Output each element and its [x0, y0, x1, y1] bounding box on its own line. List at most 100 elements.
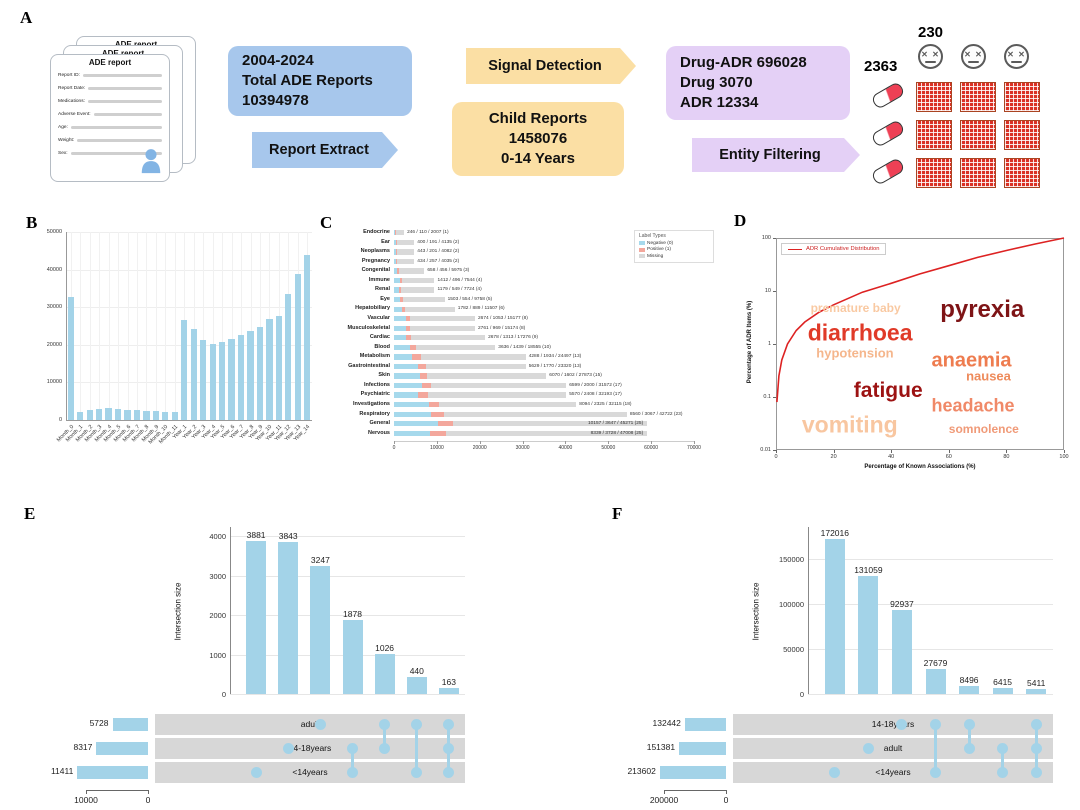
wordcloud-word: vomiting [801, 411, 898, 438]
missing-segment [445, 430, 648, 436]
gridline-v [136, 232, 138, 420]
gridline-v [99, 232, 101, 420]
field-value-line [87, 99, 162, 104]
bar-annotation: 10157 / 3647 / 45271 (25) [587, 421, 644, 426]
y-tick-label: 0 [799, 690, 804, 699]
category-label: Skin [378, 372, 390, 379]
matrix-connector [383, 724, 387, 749]
bar-value-label: 163 [441, 676, 456, 687]
gridline [66, 307, 312, 309]
set-size-bar [112, 718, 148, 731]
entity-filtering-arrow: Entity Filtering [692, 138, 860, 172]
intersection-bar [342, 619, 363, 694]
category-label: Endocrine [363, 229, 390, 235]
pos-segment [420, 373, 427, 379]
bar-value-label: 3247 [310, 554, 330, 565]
y-tick-label: 0.1 [763, 394, 771, 400]
pos-segment [405, 335, 412, 341]
matrix-dot [443, 767, 455, 778]
y-tick-label: 0 [221, 690, 226, 699]
adr-count: 230 [918, 24, 944, 41]
bar-annotation: 2678 / 1313 / 17276 (9) [488, 335, 538, 341]
cumulative-curve [776, 237, 1065, 403]
category-label: Pregnancy [361, 257, 390, 264]
neg-segment [394, 258, 396, 265]
matrix-dot [829, 767, 841, 778]
pos-segment [405, 316, 410, 322]
panel-b-chart: 0 10000 20000 30000 40000 50000 Month_0 Month_1… [30, 222, 320, 482]
category-label: Psychiatric [360, 391, 390, 398]
bar-value-label: 172016 [820, 528, 849, 539]
set-size-label: 8317 [73, 742, 93, 752]
box-line: ADR 12334 [680, 94, 759, 112]
gridline-v [108, 232, 110, 420]
neg-segment [394, 421, 438, 427]
matrix-dot [443, 719, 455, 730]
bar [304, 254, 311, 420]
report-field-row: Medications: [58, 99, 162, 104]
matrix-dot [997, 743, 1009, 754]
pos-segment [396, 268, 399, 274]
legend-label: ADR Cumulative Distribution [806, 246, 880, 252]
neg-segment [394, 392, 418, 398]
bar [256, 326, 264, 420]
gridline [66, 344, 312, 346]
box-line: Total ADE Reports [242, 71, 373, 89]
bar-annotation: 8560 / 3067 / 42722 (23) [629, 411, 683, 417]
missing-segment [428, 392, 567, 398]
neg-segment [394, 316, 406, 322]
report-field-row: Report ID: [58, 73, 162, 78]
ade-report-card: ADE report Report ID: Report Date: Medicat… [50, 54, 170, 182]
matrix-connector [1001, 748, 1005, 773]
category-label: Renal [375, 286, 390, 293]
bar-annotation: 3636 / 1439 / 18555 (10) [498, 344, 551, 350]
matrix-block-icon [916, 82, 952, 112]
gridline [230, 615, 465, 616]
gridline-v [231, 232, 233, 420]
x-tick [608, 441, 610, 445]
bar-annotation: 434 / 257 / 4035 (2) [417, 258, 460, 264]
pos-segment [437, 421, 454, 427]
pos-segment [401, 306, 406, 312]
missing-segment [395, 230, 405, 236]
matrix-block-icon [916, 158, 952, 188]
intersection-bar [992, 688, 1013, 694]
x-tick-label: 60 [945, 454, 952, 460]
gridline-v [146, 232, 148, 420]
bar-annotation: 1782 / 889 / 11507 (6) [457, 306, 505, 312]
mouth-icon [1011, 60, 1022, 63]
legend-title: Label Types [639, 233, 666, 239]
gridline-v [203, 232, 205, 420]
bar-value-label: 92937 [890, 599, 914, 610]
matrix-dot [379, 719, 391, 730]
neg-segment [394, 344, 410, 351]
panel-label-a: A [20, 8, 33, 27]
gridline [808, 694, 1053, 695]
wordcloud-word: nausea [966, 368, 1011, 384]
matrix-block-icon [1004, 158, 1040, 188]
y-tick-label: 1 [767, 341, 771, 347]
ade-report-fields: Report ID: Report Date: Medications: Advers… [58, 73, 162, 156]
missing-segment [420, 354, 526, 360]
legend-label: Positive (1) [647, 247, 671, 252]
intersection-bar [246, 540, 267, 694]
bar-value-label: 1878 [343, 608, 362, 619]
neg-segment [394, 430, 430, 436]
box-line: Drug-ADR 696028 [680, 53, 807, 71]
mouth-icon [925, 60, 936, 63]
y-tick [773, 238, 776, 239]
legend-item: Negative (0) [639, 241, 709, 246]
pos-segment [405, 325, 410, 331]
y-axis-label: Intersection size [173, 582, 183, 641]
set-size-label: 11411 [50, 766, 74, 776]
gridline [808, 559, 1053, 560]
matrix-dot [1030, 719, 1042, 730]
x-tick [948, 450, 950, 453]
child-icon [141, 149, 161, 174]
report-field-label: Sex: [58, 151, 68, 156]
missing-segment [443, 411, 627, 417]
neg-segment [394, 296, 401, 303]
category-label: Congenital [361, 267, 390, 274]
gridline-v [241, 232, 243, 420]
intersection-bar [438, 687, 459, 694]
